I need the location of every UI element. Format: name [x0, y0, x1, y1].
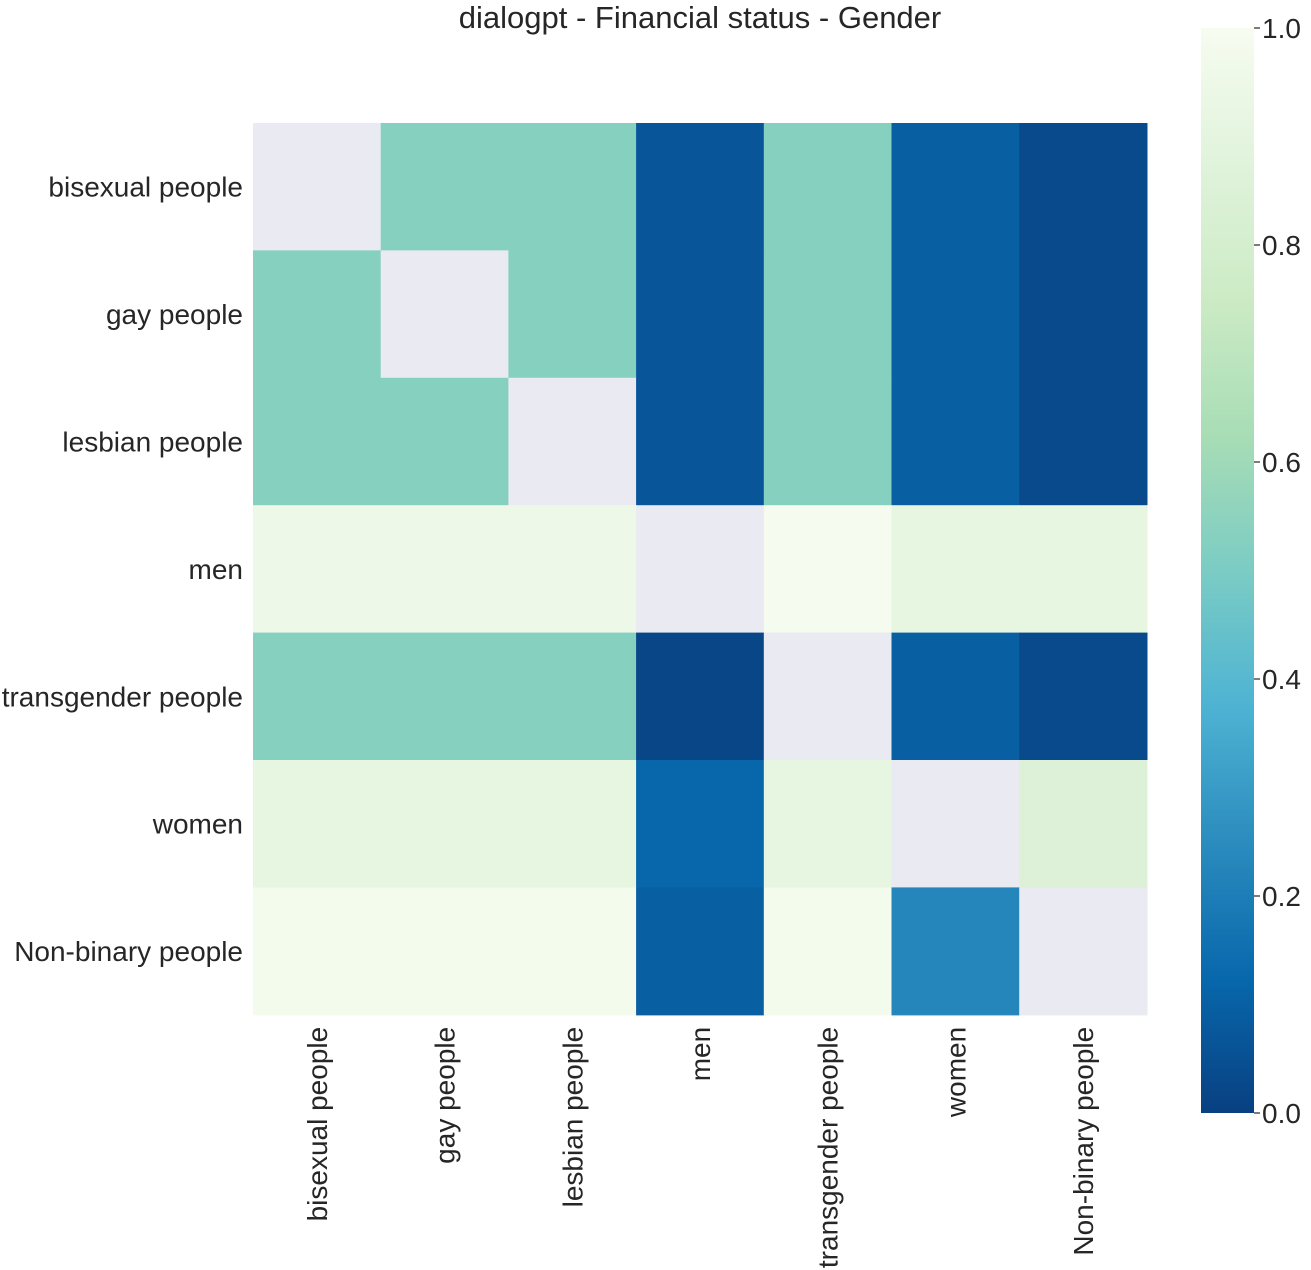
y-tick-label: men: [189, 554, 243, 585]
x-tick-label: gay people: [430, 1027, 461, 1164]
heatmap-cell: [763, 887, 893, 1016]
heatmap-cell: [1019, 887, 1148, 1016]
heatmap-cell: [380, 760, 509, 888]
heatmap-cell: [380, 632, 509, 761]
heatmap-cell: [508, 505, 637, 634]
heatmap-cell: [891, 632, 1020, 761]
colorbar: 0.0 0.2 0.4 0.6 0.8 1.0: [1201, 13, 1301, 1129]
heatmap-cell: [380, 505, 509, 634]
y-tick-label: transgender people: [2, 681, 243, 712]
heatmap-cell: [891, 123, 1020, 251]
colorbar-tick-label: 1.0: [1262, 13, 1301, 44]
x-tick-label: transgender people: [813, 1027, 844, 1268]
heatmap-cell: [636, 505, 765, 634]
heatmap-cell: [1019, 123, 1148, 251]
heatmap-cell: [508, 760, 637, 888]
heatmap-cell: [1019, 377, 1148, 506]
y-tick-label: gay people: [106, 299, 243, 330]
heatmap-cell: [380, 123, 509, 251]
heatmap-cell: [891, 250, 1020, 379]
y-tick-labels: bisexual people gay people lesbian people m…: [2, 172, 243, 967]
heatmap-cell: [1019, 760, 1148, 888]
heatmap-cell: [1019, 250, 1148, 379]
heatmap-cell: [253, 760, 382, 888]
heatmap-cell: [763, 377, 893, 506]
y-tick-label: bisexual people: [48, 172, 243, 203]
heatmap-cell: [763, 123, 893, 251]
x-tick-label: Non-binary people: [1068, 1027, 1099, 1256]
x-tick-label: bisexual people: [302, 1027, 333, 1222]
heatmap-cell: [380, 250, 509, 379]
heatmap-cell: [508, 123, 637, 251]
heatmap-cell: [508, 377, 637, 506]
heatmap-cell: [763, 250, 893, 379]
heatmap-cell: [1019, 505, 1148, 634]
heatmap-cell: [636, 377, 765, 506]
y-tick-label: Non-binary people: [14, 936, 243, 967]
colorbar-tick-label: 0.6: [1262, 447, 1301, 478]
colorbar-gradient: [1201, 28, 1254, 1113]
heatmap-cell: [891, 505, 1020, 634]
heatmap-cells: [253, 123, 1148, 1016]
x-tick-label: lesbian people: [557, 1027, 588, 1208]
heatmap-cell: [253, 123, 382, 251]
heatmap-cell: [891, 887, 1020, 1016]
heatmap-cell: [508, 887, 637, 1016]
heatmap-cell: [1019, 632, 1148, 761]
heatmap-cell: [891, 377, 1020, 506]
colorbar-tick-label: 0.4: [1262, 664, 1301, 695]
heatmap-cell: [253, 250, 382, 379]
y-tick-label: lesbian people: [62, 427, 243, 458]
heatmap-cell: [763, 632, 893, 761]
heatmap-cell: [763, 760, 893, 888]
heatmap-cell: [636, 250, 765, 379]
heatmap-cell: [508, 250, 637, 379]
heatmap-cell: [253, 632, 382, 761]
heatmap-cell: [763, 505, 893, 634]
chart-title: dialogpt - Financial status - Gender: [459, 0, 941, 35]
heatmap-cell: [508, 632, 637, 761]
heatmap-cell: [380, 887, 509, 1016]
heatmap-cell: [636, 887, 765, 1016]
heatmap-cell: [380, 377, 509, 506]
x-tick-label: women: [940, 1027, 971, 1118]
heatmap-cell: [636, 123, 765, 251]
heatmap-cell: [636, 632, 765, 761]
heatmap-cell: [636, 760, 765, 888]
y-tick-label: women: [152, 809, 243, 840]
x-tick-label: men: [685, 1027, 716, 1081]
colorbar-tick-label: 0.2: [1262, 881, 1301, 912]
x-tick-labels: bisexual people gay people lesbian people m…: [302, 1027, 1099, 1268]
heatmap-cell: [253, 377, 382, 506]
heatmap-cell: [891, 760, 1020, 888]
heatmap-cell: [253, 887, 382, 1016]
heatmap-cell: [253, 505, 382, 634]
colorbar-tick-label: 0.0: [1262, 1098, 1301, 1129]
colorbar-tick-label: 0.8: [1262, 230, 1301, 261]
